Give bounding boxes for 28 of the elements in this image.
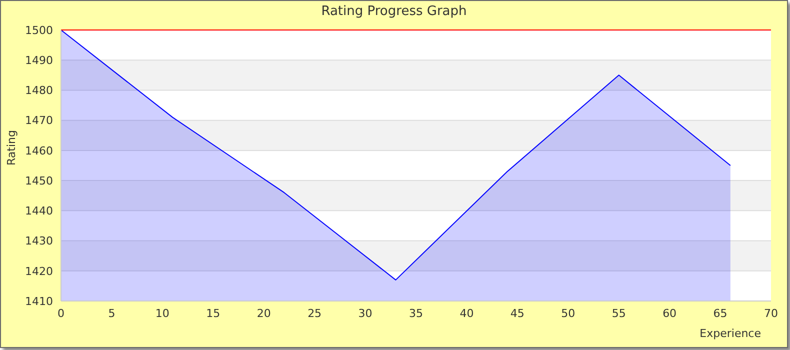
x-tick-label: 0 xyxy=(58,306,64,320)
x-tick-label: 50 xyxy=(561,306,576,320)
y-tick-label: 1450 xyxy=(25,174,53,188)
x-tick-label: 5 xyxy=(108,306,116,320)
y-tick-label: 1460 xyxy=(25,144,53,158)
x-tick-label: 70 xyxy=(764,306,778,320)
y-tick-label: 1430 xyxy=(25,234,53,248)
y-tick-label: 1490 xyxy=(25,54,53,68)
y-tick-label: 1420 xyxy=(25,264,53,278)
x-tick-label: 40 xyxy=(460,306,474,320)
y-tick-label: 1480 xyxy=(25,84,53,98)
x-tick-label: 15 xyxy=(206,306,220,320)
x-tick-label: 10 xyxy=(155,306,170,320)
x-tick-label: 45 xyxy=(510,306,524,320)
x-tick-label: 65 xyxy=(713,306,728,320)
x-tick-label: 20 xyxy=(256,306,271,320)
x-tick-label: 60 xyxy=(662,306,677,320)
x-tick-label: 55 xyxy=(612,306,626,320)
chart-title: Rating Progress Graph xyxy=(320,4,468,19)
x-tick-label: 35 xyxy=(409,306,423,320)
y-tick-label: 1410 xyxy=(25,294,53,308)
y-tick-label: 1440 xyxy=(25,204,53,218)
y-axis-title: Rating xyxy=(4,130,18,166)
x-tick-label: 25 xyxy=(308,306,322,320)
y-tick-label: 1470 xyxy=(25,114,53,128)
y-tick-label: 1500 xyxy=(25,24,53,37)
x-axis-title: Experience xyxy=(700,327,762,340)
x-tick-label: 30 xyxy=(358,306,372,320)
